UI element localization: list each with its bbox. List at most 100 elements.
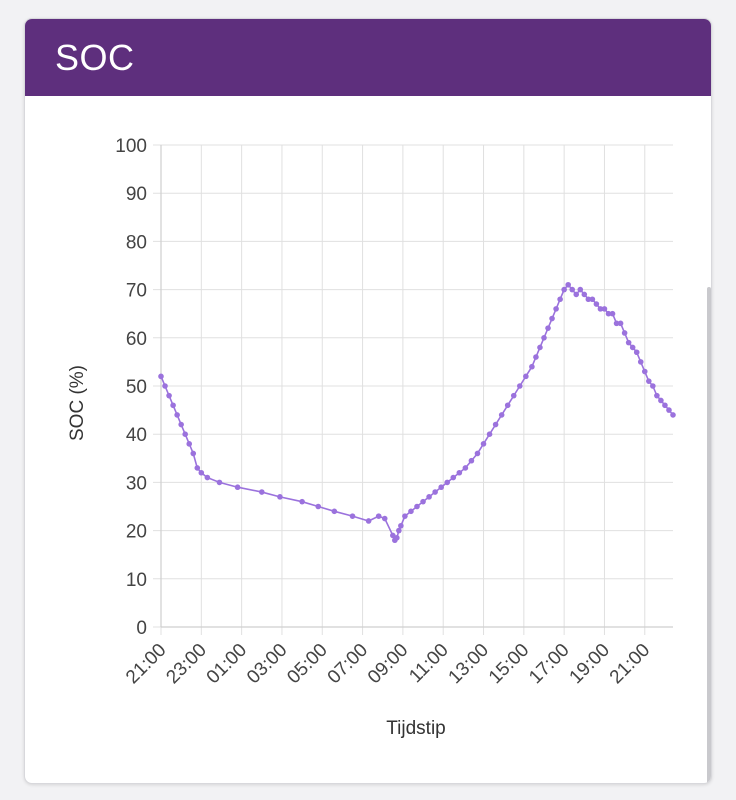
data-point: [523, 373, 529, 380]
data-point: [258, 489, 265, 495]
x-tick-label: 03:00: [243, 640, 291, 688]
data-point: [537, 344, 543, 351]
x-tick-label: 11:00: [405, 640, 452, 687]
y-tick-label: 70: [126, 281, 147, 302]
data-point: [670, 412, 676, 418]
data-point: [553, 306, 559, 312]
data-point: [198, 469, 205, 476]
data-point: [277, 494, 283, 500]
data-point: [462, 465, 469, 471]
data-point: [315, 503, 322, 510]
data-point: [468, 457, 475, 464]
data-point: [162, 383, 168, 389]
data-point: [170, 402, 176, 409]
data-point: [593, 301, 600, 307]
data-point: [480, 441, 487, 447]
data-point: [585, 296, 592, 303]
data-point: [178, 421, 184, 428]
data-point: [549, 315, 555, 322]
data-point: [625, 339, 632, 346]
data-point: [498, 412, 505, 418]
data-point: [365, 518, 372, 524]
card-title: SOC: [55, 36, 135, 78]
data-point: [426, 494, 432, 500]
data-point: [396, 527, 402, 534]
data-point: [349, 513, 356, 519]
data-point: [456, 469, 463, 476]
data-point: [375, 513, 382, 519]
x-tick-label: 19:00: [566, 640, 614, 688]
data-point: [194, 465, 201, 471]
data-point: [182, 431, 188, 438]
data-point: [577, 286, 584, 293]
data-point: [541, 335, 547, 341]
x-tick-label: 07:00: [324, 640, 372, 688]
data-point: [629, 344, 636, 351]
data-point: [633, 349, 640, 356]
data-point: [573, 291, 580, 298]
data-point: [510, 392, 517, 399]
data-point: [589, 296, 596, 303]
data-point: [504, 402, 511, 409]
data-point: [390, 532, 396, 539]
data-point: [331, 508, 338, 515]
x-axis-label: Tijdstip: [386, 718, 445, 739]
data-point: [402, 513, 408, 519]
x-tick-label: 21:00: [122, 640, 170, 688]
data-point: [621, 330, 628, 336]
data-point: [597, 306, 604, 312]
data-point: [581, 291, 588, 298]
data-point: [204, 474, 211, 481]
data-point: [609, 310, 616, 317]
y-tick-label: 30: [126, 473, 147, 494]
scrollbar[interactable]: [707, 287, 711, 783]
data-point: [646, 378, 652, 384]
data-point: [432, 489, 438, 495]
data-point: [414, 503, 420, 510]
soc-card: SOC 0 10 20 30 40 50 60 70 80 90 100 21:00 23:00 01:0…: [24, 18, 712, 784]
data-point: [420, 498, 426, 505]
data-point: [662, 402, 668, 409]
data-point: [186, 441, 193, 447]
data-point: [166, 392, 172, 399]
data-point: [641, 368, 648, 375]
y-tick-label: 20: [126, 522, 147, 543]
y-tick-label: 50: [126, 377, 147, 398]
data-point: [561, 286, 567, 293]
data-point: [557, 296, 563, 303]
data-point: [234, 484, 241, 491]
data-point: [533, 354, 539, 360]
y-tick-label: 10: [126, 570, 147, 591]
data-point: [486, 431, 493, 438]
data-point: [438, 484, 444, 491]
data-point: [299, 498, 305, 505]
data-point: [565, 281, 571, 288]
data-point: [444, 479, 451, 486]
data-point: [158, 373, 164, 380]
soc-series-line: [160, 283, 674, 542]
data-point: [666, 407, 672, 413]
card-header: SOC: [25, 19, 711, 96]
x-tick-label: 09:00: [364, 640, 412, 688]
data-point: [174, 412, 180, 418]
data-point: [658, 397, 664, 404]
x-tick-label: 13:00: [445, 640, 493, 688]
data-point: [545, 325, 551, 331]
y-tick-label: 100: [115, 136, 147, 157]
data-point: [601, 306, 608, 312]
data-point: [450, 474, 457, 481]
data-point: [569, 286, 576, 293]
x-tick-label: 05:00: [283, 640, 331, 688]
y-tick-label: 0: [136, 618, 147, 639]
x-tick-label: 01:00: [203, 640, 251, 688]
x-tick-label: 15:00: [485, 640, 533, 688]
soc-chart: 010203040506070809010021:0023:0001:0003:…: [67, 136, 676, 739]
data-point: [216, 479, 223, 486]
data-point: [190, 450, 197, 457]
y-tick-label: 60: [126, 329, 147, 350]
x-tick-label: 21:00: [606, 640, 654, 688]
data-point: [637, 359, 644, 365]
data-point: [381, 515, 388, 522]
data-point: [474, 450, 481, 457]
data-point: [654, 392, 660, 399]
